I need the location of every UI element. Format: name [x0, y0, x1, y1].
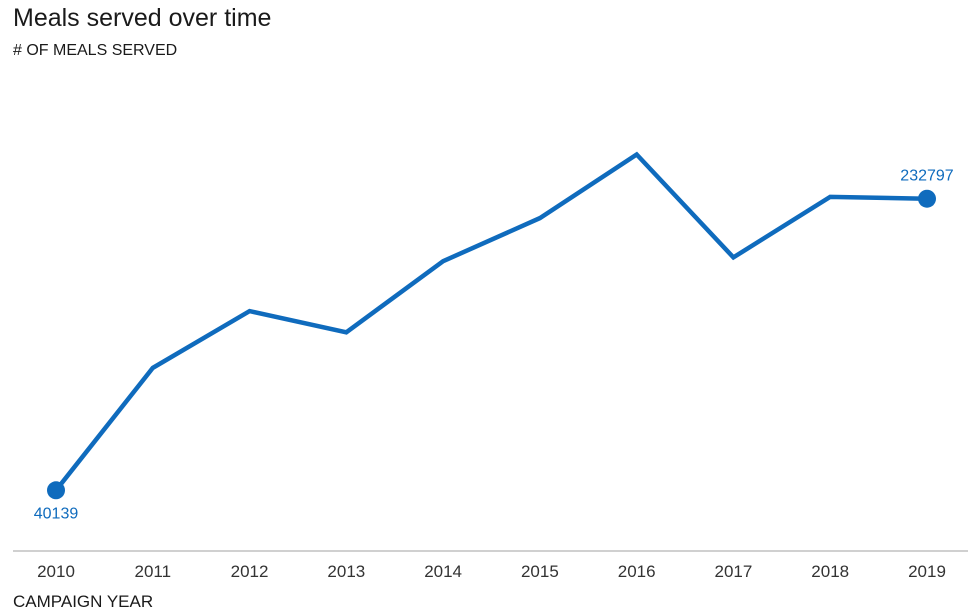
- x-tick-label-2010: 2010: [37, 562, 75, 581]
- x-tick-label-2016: 2016: [618, 562, 656, 581]
- x-tick-label-2011: 2011: [134, 562, 171, 581]
- series-line: [54, 151, 928, 492]
- x-tick-label-2018: 2018: [811, 562, 849, 581]
- x-axis-title: CAMPAIGN YEAR: [13, 592, 154, 611]
- data-point-2019: [918, 189, 936, 208]
- x-tick-label-2013: 2013: [327, 562, 365, 581]
- x-tick-label-2019: 2019: [908, 562, 946, 581]
- data-label-first: 40139: [34, 505, 79, 522]
- chart-subtitle: # OF MEALS SERVED: [13, 42, 178, 59]
- data-point-2010: [47, 481, 65, 500]
- x-tick-label-2015: 2015: [521, 562, 559, 581]
- chart-title: Meals served over time: [13, 4, 272, 32]
- x-tick-label-2017: 2017: [715, 562, 753, 581]
- data-label-last: 232797: [900, 168, 953, 185]
- x-tick-label-2014: 2014: [424, 562, 462, 581]
- x-tick-label-2012: 2012: [231, 562, 269, 581]
